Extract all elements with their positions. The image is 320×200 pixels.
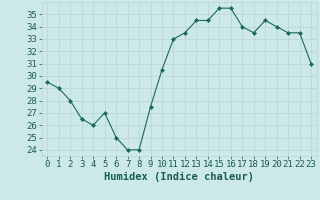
- X-axis label: Humidex (Indice chaleur): Humidex (Indice chaleur): [104, 172, 254, 182]
